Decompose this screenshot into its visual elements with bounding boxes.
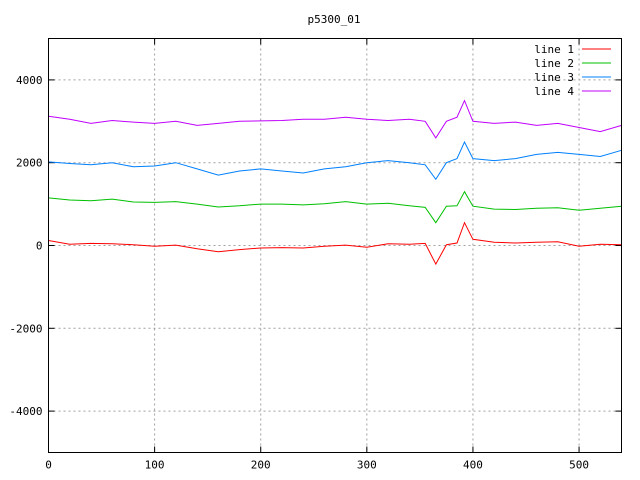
legend-label-4: line 4 [534,85,574,98]
legend-label-1: line 1 [534,43,574,56]
series-group [48,99,622,266]
series-line-1 [48,221,622,266]
legend-label-2: line 2 [534,57,574,70]
x-tick-label: 400 [463,459,483,472]
x-tick-label: 0 [45,459,52,472]
plot-frame [48,38,622,453]
series-line-2 [48,190,622,224]
x-tick-label: 500 [569,459,589,472]
x-tick-label: 200 [251,459,271,472]
y-tick-label: -2000 [9,322,42,335]
legend-label-3: line 3 [534,71,574,84]
y-tick-label: 2000 [16,157,43,170]
y-tick-label: 4000 [16,74,43,87]
series-line-3 [48,140,622,181]
x-tick-label: 300 [357,459,377,472]
series-line-4 [48,99,622,139]
y-tick-label: -4000 [9,405,42,418]
x-tick-label: 100 [145,459,165,472]
axis-ticks: 0 100 200 300 400 500 -4000 -2000 0 2000 4000 [9,38,622,472]
y-tick-label: 0 [36,240,43,253]
chart-title: p5300_01 [308,13,361,26]
